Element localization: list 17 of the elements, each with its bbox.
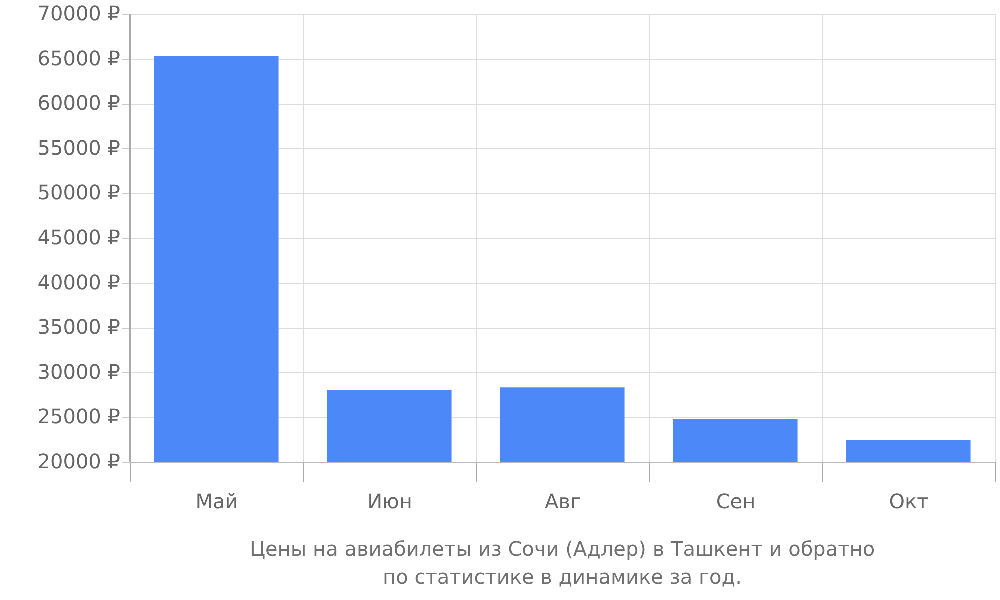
y-tick-label: 35000 ₽ — [38, 315, 121, 340]
y-tick-label: 65000 ₽ — [38, 46, 121, 70]
y-tick-label: 30000 ₽ — [38, 360, 121, 384]
x-tick-label: Авг — [545, 490, 581, 514]
y-tick-label: 20000 ₽ — [38, 450, 121, 474]
x-tick-label: Окт — [889, 490, 930, 514]
x-tick-label: Июн — [368, 490, 412, 514]
y-tick-label: 50000 ₽ — [38, 180, 121, 205]
y-tick-label: 45000 ₽ — [38, 226, 121, 250]
y-tick-label: 55000 ₽ — [38, 136, 121, 160]
y-tick-label: 60000 ₽ — [38, 91, 121, 116]
y-tick-label: 25000 ₽ — [38, 404, 121, 429]
y-tick-label: 70000 ₽ — [38, 2, 121, 26]
x-tick-label: Май — [196, 490, 238, 514]
y-tick-label: 40000 ₽ — [38, 270, 121, 294]
x-tick-label: Сен — [716, 490, 756, 514]
text: Цены на авиабилеты из Сочи (Адлер) в Ташкент и обратно по статистике в динамике за год. — [250, 537, 876, 589]
